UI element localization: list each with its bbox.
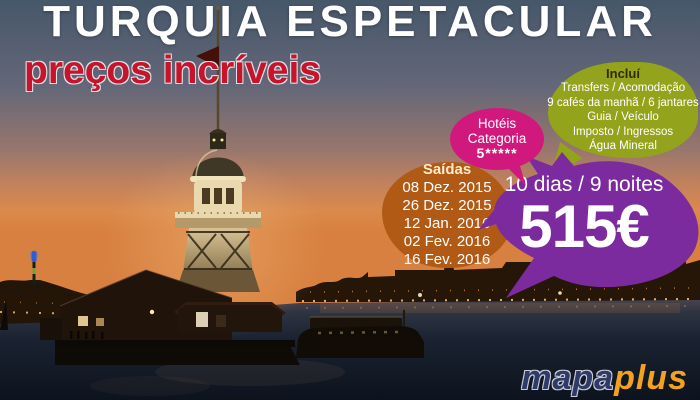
people-silhouettes (70, 331, 104, 339)
includes-item: Imposto / Ingressos (572, 125, 674, 138)
includes-title: Incluí (606, 66, 640, 82)
departure-date: 26 Dez. 2015 (402, 197, 492, 214)
poster-subtitle: preços incríveis (24, 49, 321, 92)
departure-date: 12 Jan. 2016 (403, 215, 491, 232)
departures-title: Saídas (422, 161, 472, 178)
pier-buildings-silhouette (40, 269, 300, 365)
price-bubble: 10 dias / 9 noites 515€ (478, 148, 700, 304)
includes-item: Transfers / Acomodação (560, 82, 686, 95)
includes-item: Guia / Veículo (587, 111, 659, 124)
logo-mapa: mapa (521, 359, 615, 397)
poster-title: TURQUIA ESPETACULAR (43, 0, 657, 46)
hotels-bubble: Hotéis Categoria 5***** (450, 108, 544, 170)
includes-bubble: Incluí Transfers / Acomodação 9 cafés da… (547, 62, 699, 158)
flag-silhouette (196, 46, 219, 68)
logo-plus: plus (614, 359, 688, 397)
mapaplus-logo: mapaplus (521, 360, 688, 396)
includes-item: Água Mineral (589, 140, 657, 153)
departure-date: 02 Fev. 2016 (403, 233, 491, 250)
ferry-boat-silhouette (0, 300, 424, 358)
departure-date: 08 Dez. 2015 (402, 179, 492, 196)
tv-tower-silhouette (29, 250, 39, 286)
departure-date: 16 Fev. 2016 (403, 251, 491, 268)
hotels-line: Categoria (467, 130, 527, 146)
price-bubble-shape (478, 152, 699, 298)
price-text-block: 10 dias / 9 noites 515€ (482, 172, 686, 260)
trip-duration: 10 dias / 9 noites (504, 173, 664, 196)
hotels-line: Hotéis (477, 116, 517, 131)
includes-item: 9 cafés da manhã / 6 jantares (547, 96, 699, 109)
hotels-category: 5***** (476, 145, 518, 161)
trip-price: 515€ (519, 193, 649, 260)
